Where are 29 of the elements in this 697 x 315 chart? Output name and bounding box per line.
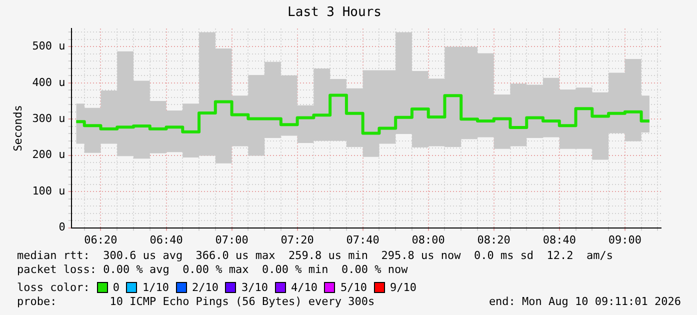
y-tick-label: 100 u [32, 184, 66, 198]
text: packet loss: 0.00 % avg 0.00 % max 0.00 % min 0.00 % now [17, 263, 408, 276]
legend-label: 0 [112, 281, 120, 294]
x-tick-label: 06:40 [150, 233, 183, 246]
x-tick-label: 08:20 [477, 233, 510, 246]
text: probe: 10 ICMP Echo Pings (56 Bytes) every 300s [17, 295, 375, 308]
y-tick-label: 200 u [32, 148, 66, 162]
legend-label: 9/10 [390, 281, 416, 294]
text: end: Mon Aug 10 09:11:01 2026 [488, 295, 681, 308]
x-tick-label: 07:20 [280, 233, 314, 246]
y-tick-label: 500 u [32, 40, 66, 53]
x-tick-label: 07:00 [215, 233, 248, 246]
legend-label: 2/10 [192, 281, 218, 294]
x-tick-label: 06:20 [84, 233, 118, 246]
x-tick-label: 07:40 [346, 233, 380, 246]
text: median rtt: 300.6 us avg 366.0 us max 259.8 us min 295.8 us now 0.0 ms sd 12.2 am/s [17, 249, 614, 262]
y-tick-label: 300 u [32, 112, 66, 126]
legend-label: 5/10 [340, 281, 367, 294]
x-tick-label: 08:40 [542, 233, 576, 246]
y-tick-label: 0 [58, 220, 66, 234]
y-tick-label: 400 u [32, 76, 66, 89]
x-tick-label: 09:00 [608, 233, 642, 246]
y-axis-title: Seconds [11, 105, 24, 152]
chart-title: Last 3 Hours [288, 5, 382, 20]
legend-label: 1/10 [142, 281, 169, 294]
legend-title: loss color: [17, 281, 90, 294]
legend-label: 3/10 [241, 281, 268, 294]
legend-label: 4/10 [290, 281, 318, 294]
x-tick-label: 08:00 [412, 233, 445, 246]
